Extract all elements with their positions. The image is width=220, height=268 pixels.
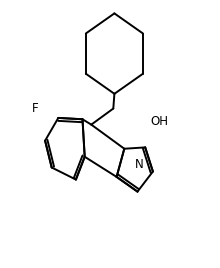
Text: OH: OH [151, 116, 169, 128]
Text: F: F [32, 102, 38, 115]
Text: N: N [135, 158, 144, 171]
